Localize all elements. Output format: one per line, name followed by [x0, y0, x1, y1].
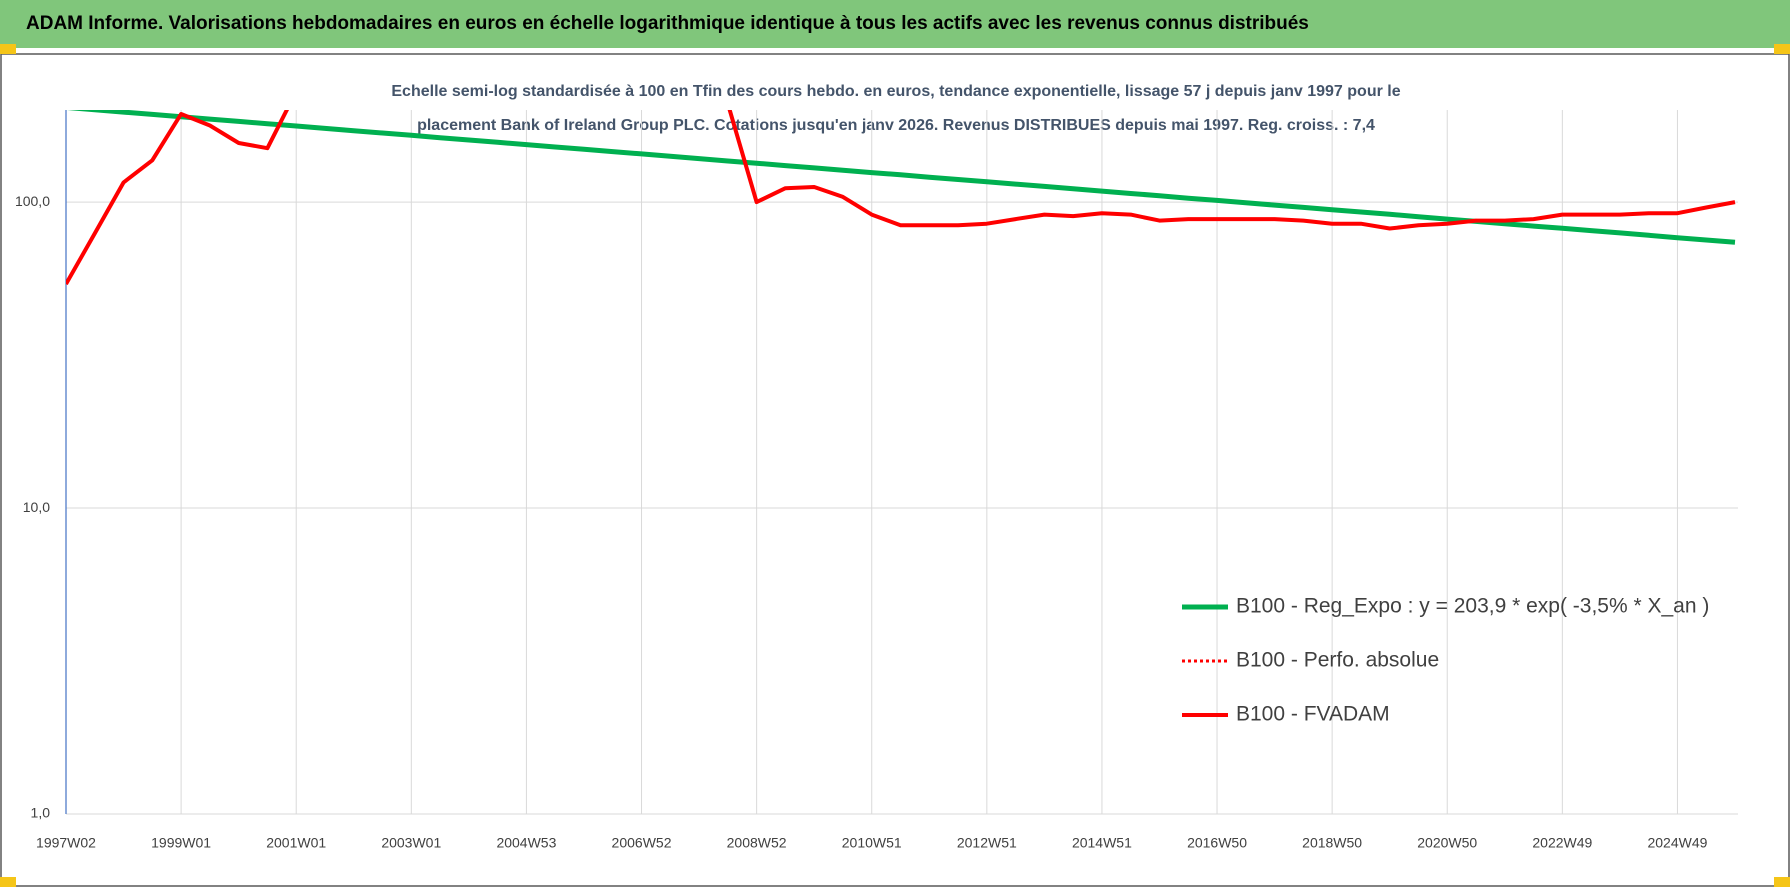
- x-tick-label: 2024W49: [1647, 835, 1707, 851]
- x-tick-label: 2018W50: [1302, 835, 1362, 851]
- x-tick-label: 1997W02: [36, 835, 96, 851]
- x-tick-label: 2004W53: [496, 835, 556, 851]
- x-tick-label: 2012W51: [957, 835, 1017, 851]
- y-tick-label: 100,0: [15, 193, 50, 209]
- legend-label: B100 - Perfo. absolue: [1236, 649, 1439, 672]
- legend-label: B100 - FVADAM: [1236, 703, 1390, 726]
- x-tick-label: 2008W52: [727, 835, 787, 851]
- chart-title: ADAM Informe. Valorisations hebdomadaire…: [26, 13, 1309, 34]
- legend-label: B100 - Reg_Expo : y = 203,9 * exp( -3,5%…: [1236, 595, 1709, 618]
- header: [0, 0, 1790, 48]
- x-tick-label: 2016W50: [1187, 835, 1247, 851]
- corner: [0, 44, 16, 54]
- x-tick-label: 2010W51: [842, 835, 902, 851]
- plot-area: [66, 110, 1736, 285]
- series-line: [66, 110, 1736, 285]
- x-tick-label: 2003W01: [381, 835, 441, 851]
- frame: [0, 53, 1790, 887]
- x-tick-label: 2014W51: [1072, 835, 1132, 851]
- x-tick-label: 2001W01: [266, 835, 326, 851]
- corner: [1774, 44, 1790, 54]
- x-tick-label: 2006W52: [612, 835, 672, 851]
- corner: [0, 877, 16, 887]
- x-tick-label: 2022W49: [1532, 835, 1592, 851]
- chart-subtitle: Echelle semi-log standardisée à 100 en T…: [391, 83, 1400, 100]
- x-tick-label: 1999W01: [151, 835, 211, 851]
- series-line: [67, 110, 1736, 245]
- x-tick-label: 2020W50: [1417, 835, 1477, 851]
- y-tick-label: 1,0: [31, 805, 51, 821]
- chart-subtitle: placement Bank of Ireland Group PLC. Cot…: [417, 117, 1375, 134]
- corner: [1774, 877, 1790, 887]
- y-tick-label: 10,0: [23, 499, 50, 515]
